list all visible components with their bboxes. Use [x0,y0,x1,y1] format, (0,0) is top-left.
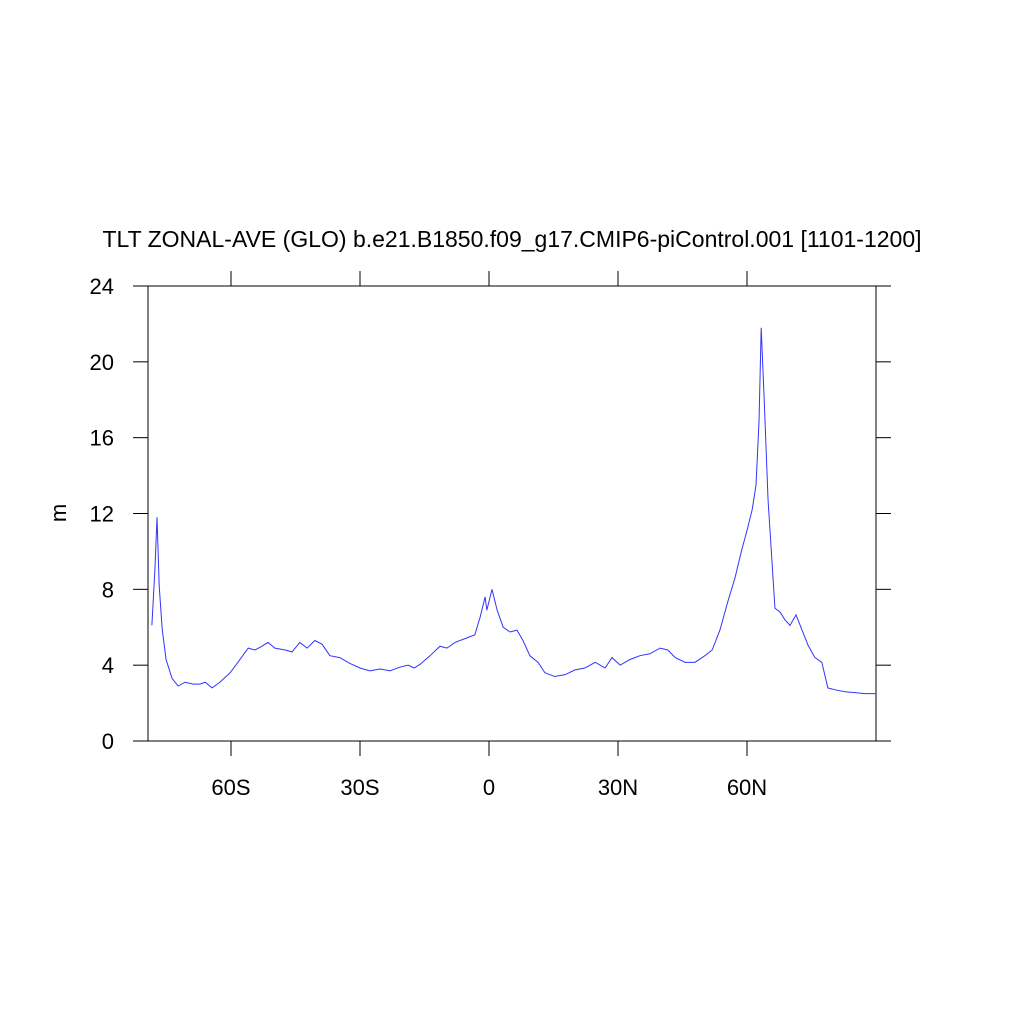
y-tick-label: 8 [102,577,114,602]
x-tick-label: 30N [598,775,638,800]
y-tick-label: 16 [90,426,114,451]
x-tick-label: 30S [340,775,379,800]
y-axis-label: m [46,504,71,522]
y-tick-label: 4 [102,653,114,678]
y-tick-label: 24 [90,274,114,299]
x-tick-label: 60S [211,775,250,800]
y-tick-label: 0 [102,729,114,754]
data-line [151,327,876,695]
y-tick-label: 20 [90,350,114,375]
plot-frame [147,285,877,742]
chart-title: TLT ZONAL-AVE (GLO) b.e21.B1850.f09_g17.… [102,226,921,252]
x-tick-label: 60N [727,775,767,800]
x-tick-label: 0 [483,775,495,800]
y-tick-label: 12 [90,502,114,527]
